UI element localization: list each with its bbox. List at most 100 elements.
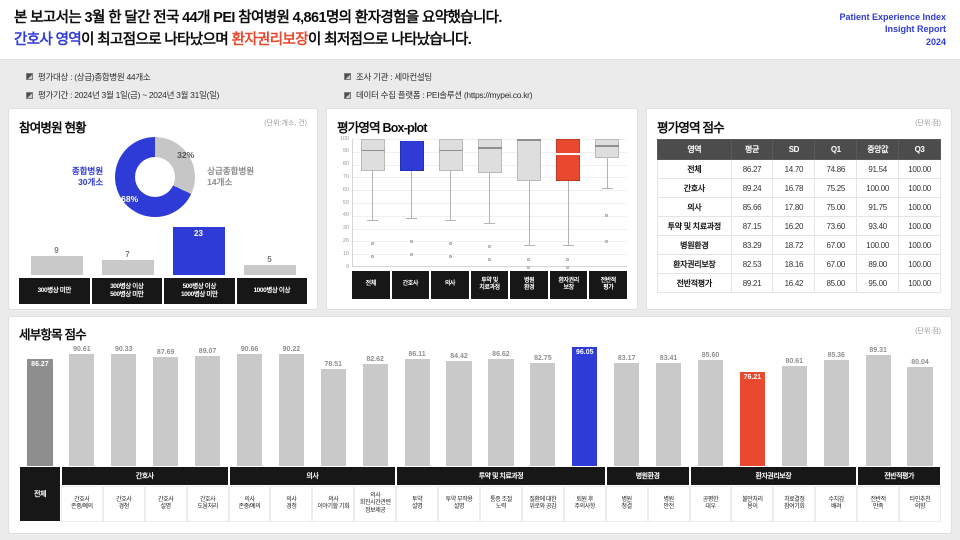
item-label: 통증 조절 노력 — [480, 486, 522, 522]
bed-bar-column: 5 — [234, 255, 305, 275]
table-cell: 100.00 — [856, 178, 900, 198]
unit-label: (단위:점) — [915, 120, 941, 127]
group-label: 환자권리보장 — [689, 466, 858, 486]
headline-line2-mid: 이 최고점으로 나타났으며 — [81, 31, 232, 48]
item-label: 치료결정 참여기회 — [773, 486, 816, 522]
bar-value-label: 83.41 — [659, 354, 678, 362]
table-cell: 89.24 — [730, 178, 774, 198]
score-bar: 87.69 — [153, 349, 179, 466]
panel-domain-scores: 평가영역 점수 (단위:점) 영역 평균 SD Q1 중앙값 Q3 전체 86.27 14.7… — [646, 108, 952, 310]
detail-bar-cell: 90.61 — [61, 342, 103, 466]
whisker-cap — [484, 223, 496, 225]
table-cell: 85.66 — [730, 197, 774, 217]
item-label: 수치감 배려 — [815, 486, 858, 522]
boxplot-column — [470, 139, 509, 266]
outlier-dot — [370, 255, 374, 259]
detail-bar-cell: 86.11 — [396, 342, 438, 466]
detail-bar-cell: 86.27 — [19, 342, 61, 466]
detail-bar-cell: 86.62 — [480, 342, 522, 466]
table-cell: 100.00 — [898, 197, 941, 217]
x-axis-label: 간호사 — [391, 271, 430, 299]
detail-bar-cell: 76.21 — [731, 342, 773, 466]
table-cell: 100.00 — [898, 273, 941, 293]
meta-text: 데이터 수집 플랫폼 : PEI솔루션 (https://mypei.co.kr… — [356, 90, 533, 101]
bar-value-label: 9 — [54, 246, 59, 255]
table-cell: 73.60 — [814, 216, 858, 236]
y-tick-label: 10 — [342, 250, 349, 257]
item-label: 전반적 만족 — [857, 486, 900, 522]
panel-row: 참여병원 현황 (단위:개소, 건) 종합병원 30개소 32% 68% 상급종… — [8, 108, 952, 310]
hospital-type-donut-chart: 종합병원 30개소 32% 68% 상급종합병원 14개소 — [19, 135, 307, 219]
brand-line1: Patient Experience Index — [839, 12, 946, 23]
group-label: 투약 및 치료과정 — [396, 466, 606, 486]
bar-value-label: 86.27 — [31, 361, 49, 368]
y-tick-label: 60 — [342, 186, 349, 193]
median-line — [438, 149, 463, 152]
bar-value-label: 89.07 — [198, 347, 217, 355]
table-cell: 75.00 — [814, 197, 858, 217]
meta-text: 평가대상 : (상급)종합병원 44개소 — [38, 71, 151, 82]
table-cell: 14.70 — [772, 159, 816, 179]
headline-line1: 본 보고서는 3월 한 달간 전국 44개 PEI 참여병원 4,861명의 환… — [14, 10, 502, 27]
detail-bar-cell: 96.05 — [564, 342, 606, 466]
meta-info: 평가대상 : (상급)종합병원 44개소 조사 기관 : 세마컨설팅 평가기간 … — [0, 60, 960, 106]
box — [360, 139, 385, 172]
column-header: 영역 — [657, 139, 732, 160]
panel-title: 평가영역 점수 — [657, 121, 725, 135]
whisker-line — [606, 158, 608, 188]
boxplot-yaxis: 0 10 20 30 40 50 60 70 80 90 100 — [337, 136, 352, 269]
table-row: 의사 85.66 17.80 75.00 91.75 100.00 — [657, 197, 941, 217]
whisker-cap — [523, 245, 535, 247]
table-cell: 18.72 — [772, 235, 816, 255]
item-label: 병원 청결 — [605, 486, 648, 522]
table-cell: 83.29 — [730, 235, 774, 255]
table-cell: 18.16 — [772, 254, 816, 274]
whisker-cap — [406, 218, 418, 220]
table-cell: 환자권리보장 — [657, 254, 732, 274]
bar-value-label: 7 — [125, 250, 130, 259]
score-table-body: 전체 86.27 14.70 74.86 91.54 100.00 간호사 89.24 16.7… — [657, 159, 941, 293]
y-tick-label: 40 — [342, 212, 349, 219]
y-tick-label: 50 — [342, 199, 349, 206]
item-label: 퇴원 후 주의사항 — [563, 486, 606, 522]
table-row: 간호사 89.24 16.78 75.25 100.00 100.00 — [657, 178, 941, 198]
outlier-dot — [409, 252, 413, 256]
table-row: 전반적평가 89.21 16.42 85.00 95.00 100.00 — [657, 273, 941, 293]
group-label: 간호사 — [60, 466, 229, 486]
brand-block: Patient Experience Index Insight Report … — [839, 11, 946, 47]
panel-detail-scores: 세부항목 점수 (단위:점) 86.27 전체 90.61 90.33 87.69 89.… — [8, 316, 952, 534]
detail-bar-cell: 90.33 — [103, 342, 145, 466]
table-cell: 86.27 — [730, 159, 774, 179]
bullet-square-icon — [344, 73, 351, 81]
table-cell: 의사 — [657, 197, 732, 217]
outlier-dot — [487, 245, 491, 249]
item-label: 타인추천 의향 — [899, 486, 941, 522]
detail-bar-cell: 87.69 — [145, 342, 187, 466]
detail-bar-cell: 89.07 — [187, 342, 229, 466]
score-bar: 96.05 — [572, 346, 598, 466]
column-header: Q1 — [814, 139, 858, 160]
score-bar: 83.17 — [614, 355, 640, 466]
table-cell: 67.00 — [814, 235, 858, 255]
score-bar: 78.51 — [320, 361, 346, 466]
table-cell: 100.00 — [898, 216, 941, 236]
donut-label-left: 종합병원 30개소 — [71, 165, 104, 187]
bar-value-label: 82.62 — [366, 355, 384, 363]
table-cell: 85.00 — [814, 273, 858, 293]
x-axis-label: 1000병상 이상 — [236, 278, 307, 304]
outlier-dot — [370, 242, 374, 246]
item-label: 간호사 경청 — [102, 486, 145, 522]
bar-value-label: 89.31 — [869, 347, 887, 355]
bar-value-label: 90.61 — [73, 345, 91, 353]
score-bar: 82.62 — [362, 356, 388, 466]
table-cell: 100.00 — [898, 254, 941, 274]
score-table: 영역 평균 SD Q1 중앙값 Q3 전체 86.27 14.70 74.86 91.54 100.… — [657, 139, 941, 293]
bar-value-label: 78.51 — [324, 360, 343, 368]
boxplot-label-row: 전체 간호사 의사 투약 및 치료과정 병원 환경 환자권리 보장 전반적 평가 — [352, 271, 628, 299]
score-table-head: 영역 평균 SD Q1 중앙값 Q3 — [657, 139, 941, 160]
table-cell: 17.80 — [772, 197, 816, 217]
outlier-dot — [448, 255, 452, 259]
boxplot-column — [431, 139, 470, 266]
panel-hospital-status: 참여병원 현황 (단위:개소, 건) 종합병원 30개소 32% 68% 상급종… — [8, 108, 318, 310]
y-tick-label: 80 — [342, 161, 349, 168]
